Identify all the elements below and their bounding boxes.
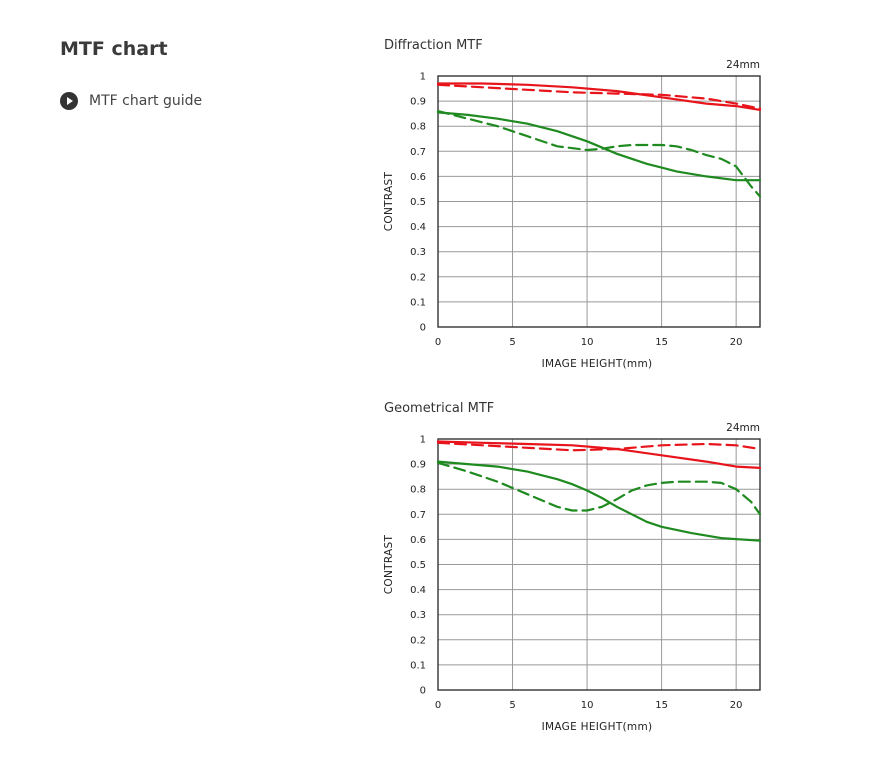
y-axis-title: CONTRAST bbox=[383, 535, 395, 595]
y-tick-label: 0.5 bbox=[410, 197, 426, 208]
y-tick-label: 0.8 bbox=[410, 122, 426, 133]
focal-length-label: 24mm bbox=[726, 422, 760, 434]
y-tick-label: 1 bbox=[420, 435, 426, 446]
page-title: MTF chart bbox=[60, 38, 168, 60]
y-tick-label: 0.6 bbox=[410, 535, 426, 546]
green-dashed-series-line bbox=[436, 461, 762, 516]
y-tick-label: 0.2 bbox=[410, 272, 426, 283]
x-tick-label: 10 bbox=[581, 337, 594, 348]
x-tick-label: 20 bbox=[730, 700, 743, 711]
x-tick-label: 0 bbox=[435, 700, 441, 711]
y-tick-label: 0 bbox=[420, 323, 426, 334]
y-tick-label: 1 bbox=[420, 72, 426, 83]
plot-frame bbox=[437, 438, 761, 691]
red-solid-series-line bbox=[436, 82, 762, 112]
y-tick-label: 0.7 bbox=[410, 147, 426, 158]
x-tick-label: 0 bbox=[435, 337, 441, 348]
chart-title: Geometrical MTF bbox=[384, 401, 495, 416]
y-tick-label: 0.4 bbox=[410, 585, 426, 596]
chart-title: Diffraction MTF bbox=[384, 38, 483, 53]
green-dashed-series-line bbox=[436, 109, 762, 198]
red-dashed-series-line bbox=[436, 441, 762, 452]
x-axis-title: IMAGE HEIGHT(mm) bbox=[542, 721, 653, 733]
y-tick-label: 0.1 bbox=[410, 297, 426, 308]
play-circle-icon bbox=[60, 92, 78, 110]
x-tick-label: 5 bbox=[509, 700, 515, 711]
chart-plot: 00.10.20.30.40.50.60.70.80.910 5 10 15 2024m… bbox=[383, 59, 762, 370]
x-tick-label: 15 bbox=[655, 337, 668, 348]
y-tick-label: 0.9 bbox=[410, 97, 426, 108]
y-tick-label: 0.1 bbox=[410, 660, 426, 671]
y-tick-label: 0.3 bbox=[410, 247, 426, 258]
x-tick-label: 20 bbox=[730, 337, 743, 348]
chart-plot: 00.10.20.30.40.50.60.70.80.910 5 10 15 2024m… bbox=[383, 422, 762, 733]
y-axis-title: CONTRAST bbox=[383, 172, 395, 232]
y-tick-label: 0.5 bbox=[410, 560, 426, 571]
guide-link-label: MTF chart guide bbox=[89, 93, 203, 109]
y-tick-label: 0.2 bbox=[410, 635, 426, 646]
mtf-chart-guide-link[interactable]: MTF chart guide bbox=[60, 92, 202, 110]
y-tick-label: 0 bbox=[420, 686, 426, 697]
y-tick-label: 0.9 bbox=[410, 460, 426, 471]
x-tick-label: 5 bbox=[509, 337, 515, 348]
x-tick-label: 10 bbox=[581, 700, 594, 711]
green-solid-series-line bbox=[436, 460, 762, 542]
x-tick-label: 15 bbox=[655, 700, 668, 711]
y-tick-label: 0.4 bbox=[410, 222, 426, 233]
y-tick-label: 0.6 bbox=[410, 172, 426, 183]
green-solid-series-line bbox=[436, 111, 762, 182]
focal-length-label: 24mm bbox=[726, 59, 760, 71]
plot-frame bbox=[437, 75, 761, 328]
y-tick-label: 0.8 bbox=[410, 485, 426, 496]
y-tick-label: 0.7 bbox=[410, 510, 426, 521]
red-dashed-series-line bbox=[436, 83, 762, 110]
x-axis-title: IMAGE HEIGHT(mm) bbox=[542, 358, 653, 370]
y-tick-label: 0.3 bbox=[410, 610, 426, 621]
